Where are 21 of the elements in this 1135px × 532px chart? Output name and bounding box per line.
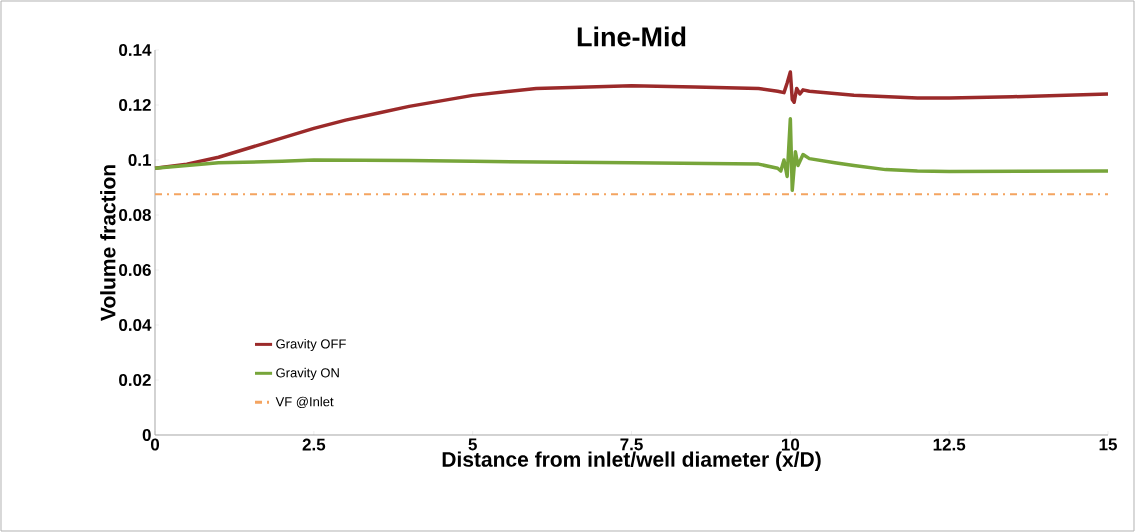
x-tick-label: 10 <box>781 438 800 451</box>
chart-title: Line-Mid <box>577 26 686 47</box>
x-axis-title: Distance from inlet/well diameter (x/D) <box>442 451 821 471</box>
legend-label: Gravity ON <box>276 367 339 380</box>
x-tick-label: 15 <box>1099 438 1117 451</box>
x-tick-label: 5 <box>468 438 477 451</box>
x-tick-label: 0 <box>150 438 160 451</box>
legend-label: Gravity OFF <box>276 338 346 352</box>
legend-label: VF @Inlet <box>275 396 334 408</box>
y-tick-label: 0.12 <box>119 98 151 112</box>
x-tick-label: 12.5 <box>933 438 966 451</box>
x-tick-label: 2.5 <box>302 438 326 451</box>
y-tick-label: 0.08 <box>119 208 151 222</box>
y-tick-label: 0.02 <box>119 373 151 387</box>
y-tick-label: 0.1 <box>128 153 152 167</box>
y-tick-label: 0.14 <box>119 43 152 57</box>
y-tick-label: 0.04 <box>119 318 152 332</box>
x-tick-label: 7.5 <box>620 438 643 451</box>
y-tick-label: 0.06 <box>119 263 151 277</box>
y-tick-label: 0 <box>142 428 151 442</box>
y-axis-title: Volume fraction <box>100 165 116 321</box>
